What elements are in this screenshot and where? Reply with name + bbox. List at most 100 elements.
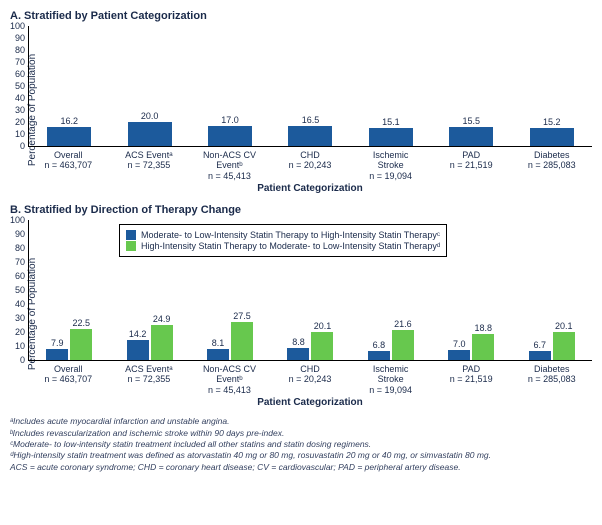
bar-group: 15.2 <box>512 26 592 146</box>
x-tick: Overalln = 463,707 <box>28 147 109 181</box>
bar-group: 8.127.5 <box>190 220 270 360</box>
footnote-a: ᵃIncludes acute myocardial infarction an… <box>10 416 592 427</box>
panel-a-xlabel: Patient Categorization <box>28 183 592 194</box>
bar-value: 22.5 <box>72 318 90 329</box>
bar-value: 16.5 <box>302 115 320 126</box>
panel-a-title: A. Stratified by Patient Categorization <box>10 10 592 22</box>
bar: 16.5 <box>288 126 332 146</box>
bar: 20.1 <box>311 332 333 360</box>
ytick: 90 <box>7 33 25 43</box>
ytick: 60 <box>7 271 25 281</box>
bar-value: 24.9 <box>153 314 171 325</box>
ytick: 40 <box>7 299 25 309</box>
bar: 14.2 <box>127 340 149 360</box>
bar: 20.0 <box>128 122 172 146</box>
bar: 20.1 <box>553 332 575 360</box>
footnote-abbr: ACS = acute coronary syndrome; CHD = cor… <box>10 462 592 473</box>
footnote-b: ᵇIncludes revascularization and ischemic… <box>10 428 592 439</box>
ytick: 50 <box>7 285 25 295</box>
ytick: 90 <box>7 229 25 239</box>
bar-group: 16.2 <box>29 26 109 146</box>
bar: 27.5 <box>231 322 253 361</box>
x-tick: CHDn = 20,243 <box>270 361 351 395</box>
bar-value: 27.5 <box>233 311 251 322</box>
x-tick: PADn = 21,519 <box>431 361 512 395</box>
bar-group: 16.5 <box>270 26 350 146</box>
footnotes: ᵃIncludes acute myocardial infarction an… <box>10 416 592 473</box>
bar-value: 20.0 <box>141 111 159 122</box>
ytick: 100 <box>7 215 25 225</box>
bar-value: 8.8 <box>292 337 305 348</box>
panel-b-title: B. Stratified by Direction of Therapy Ch… <box>10 204 592 216</box>
bar-value: 20.1 <box>314 321 332 332</box>
bar: 8.8 <box>287 348 309 360</box>
bar-group: 6.821.6 <box>351 220 431 360</box>
ytick: 80 <box>7 45 25 55</box>
ytick: 20 <box>7 117 25 127</box>
bar: 21.6 <box>392 330 414 360</box>
bar-value: 8.1 <box>212 338 225 349</box>
panel-b-xlabel: Patient Categorization <box>28 397 592 408</box>
bar: 15.1 <box>369 128 413 146</box>
bar: 18.8 <box>472 334 494 360</box>
bar: 15.2 <box>530 128 574 146</box>
footnote-c: ᶜModerate- to low-intensity statin treat… <box>10 439 592 450</box>
bar: 6.7 <box>529 351 551 360</box>
ytick: 60 <box>7 69 25 79</box>
bar-group: 7.922.5 <box>29 220 109 360</box>
panel-b-chart: Percentage of Population Moderate- to Lo… <box>10 220 592 408</box>
bar-value: 15.2 <box>543 117 561 128</box>
bar: 7.0 <box>448 350 470 360</box>
ytick: 10 <box>7 129 25 139</box>
bar-group: 17.0 <box>190 26 270 146</box>
panel-a-chart: Percentage of Population 16.220.017.016.… <box>10 26 592 194</box>
x-tick: ACS Eventᵃn = 72,355 <box>109 361 190 395</box>
bar-group: 8.820.1 <box>270 220 350 360</box>
ytick: 70 <box>7 257 25 267</box>
bar: 6.8 <box>368 351 390 361</box>
ytick: 0 <box>7 355 25 365</box>
footnote-d: ᵈHigh-intensity statin treatment was def… <box>10 450 592 461</box>
ytick: 10 <box>7 341 25 351</box>
bar-group: 7.018.8 <box>431 220 511 360</box>
bar-value: 14.2 <box>129 329 147 340</box>
bar-value: 16.2 <box>60 116 78 127</box>
ytick: 40 <box>7 93 25 103</box>
x-tick: IschemicStroken = 19,094 <box>350 361 431 395</box>
ytick: 30 <box>7 313 25 323</box>
ytick: 30 <box>7 105 25 115</box>
x-tick: Non-ACS CVEventᵇn = 45,413 <box>189 361 270 395</box>
bar-value: 18.8 <box>475 323 493 334</box>
bar-value: 17.0 <box>221 115 239 126</box>
x-tick: PADn = 21,519 <box>431 147 512 181</box>
x-tick: Diabetesn = 285,083 <box>511 361 592 395</box>
bar-value: 7.9 <box>51 338 64 349</box>
x-tick: ACS Eventᵃn = 72,355 <box>109 147 190 181</box>
bar-group: 6.720.1 <box>512 220 592 360</box>
x-tick: IschemicStroken = 19,094 <box>350 147 431 181</box>
ytick: 50 <box>7 81 25 91</box>
x-tick: Non-ACS CVEventᵇn = 45,413 <box>189 147 270 181</box>
ytick: 20 <box>7 327 25 337</box>
bar-value: 6.7 <box>533 340 546 351</box>
bar-group: 20.0 <box>109 26 189 146</box>
bar-group: 15.5 <box>431 26 511 146</box>
bar-value: 15.5 <box>463 116 481 127</box>
bar-value: 6.8 <box>373 340 386 351</box>
bar: 17.0 <box>208 126 252 146</box>
bar-group: 15.1 <box>351 26 431 146</box>
ytick: 80 <box>7 243 25 253</box>
bar-value: 20.1 <box>555 321 573 332</box>
bar: 8.1 <box>207 349 229 360</box>
bar-group: 14.224.9 <box>109 220 189 360</box>
x-tick: Diabetesn = 285,083 <box>511 147 592 181</box>
x-tick: CHDn = 20,243 <box>270 147 351 181</box>
ytick: 100 <box>7 21 25 31</box>
bar: 22.5 <box>70 329 92 361</box>
bar-value: 15.1 <box>382 117 400 128</box>
bar: 24.9 <box>151 325 173 360</box>
ytick: 0 <box>7 141 25 151</box>
bar: 15.5 <box>449 127 493 146</box>
bar-value: 21.6 <box>394 319 412 330</box>
bar: 7.9 <box>46 349 68 360</box>
